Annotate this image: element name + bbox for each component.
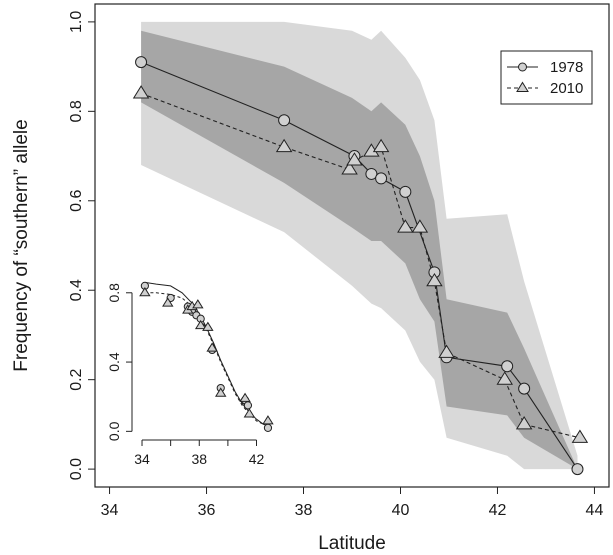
- inset-x-tick-label: 42: [249, 451, 265, 467]
- point-2010: [132, 85, 150, 99]
- series-points: [132, 56, 589, 476]
- y-tick-label: 0.2: [68, 368, 85, 390]
- legend-1978-label: 1978: [550, 59, 583, 76]
- legend-2010-marker: [516, 81, 529, 92]
- inset-point-2010: [243, 408, 256, 418]
- x-tick-label: 38: [295, 502, 313, 519]
- point-2010: [346, 152, 363, 166]
- inset-y-tick-label: 0.8: [106, 283, 122, 303]
- y-tick-label: 0.0: [68, 458, 85, 480]
- point-1978: [375, 172, 388, 185]
- x-axis-label: Latitude: [318, 533, 386, 554]
- inset-point-2010: [215, 387, 227, 397]
- inset-point-2010: [162, 297, 174, 307]
- inset-point-2010: [239, 392, 251, 402]
- x-tick-label: 44: [586, 502, 604, 519]
- legend-box: [500, 50, 593, 105]
- point-2010: [275, 138, 293, 153]
- point-1978: [365, 167, 378, 180]
- x-tick-label: 40: [392, 502, 410, 519]
- x-tick-label: 42: [489, 502, 507, 519]
- point-1978: [518, 382, 531, 395]
- inset-x-tick-label: 38: [191, 451, 207, 467]
- inset-y-tick-label: 0.0: [106, 421, 122, 441]
- y-axis-ticks: 0.0 0.2 0.4 0.6 0.8 1.0: [68, 11, 95, 480]
- inset-point-2010: [206, 342, 218, 352]
- inset-point-2010: [139, 286, 151, 297]
- plot-frame: [94, 3, 610, 488]
- point-2010: [341, 161, 358, 175]
- point-2010: [571, 429, 589, 443]
- point-2010: [426, 272, 443, 287]
- point-1978: [135, 56, 148, 69]
- inset-point-2010: [202, 321, 214, 331]
- inset-point-2010: [194, 319, 207, 330]
- point-1978: [571, 463, 584, 476]
- inset-point-2010: [192, 299, 204, 309]
- point-1978: [501, 360, 514, 373]
- y-tick-label: 0.4: [68, 279, 85, 301]
- x-axis-ticks: 34 36 38 40 42 44: [101, 487, 604, 519]
- point-2010: [438, 344, 455, 358]
- inset-axes: 34 38 42 0.0 0.4 0.8: [106, 283, 265, 467]
- inset-x-tick-label: 34: [134, 451, 150, 467]
- point-2010: [397, 219, 414, 233]
- legend-2010-label: 2010: [550, 80, 583, 97]
- y-tick-label: 0.6: [68, 190, 85, 212]
- point-2010: [496, 371, 513, 385]
- x-tick-label: 36: [198, 502, 216, 519]
- band-inner: [141, 30, 578, 470]
- inset-y-tick-label: 0.4: [106, 352, 122, 372]
- inset-chart: 34 38 42 0.0 0.4 0.8: [106, 281, 274, 467]
- y-axis-label: Frequency of “southern” allele: [11, 119, 32, 371]
- point-1978: [278, 114, 291, 127]
- confidence-bands: [141, 21, 578, 470]
- inset-points: [139, 281, 274, 432]
- y-tick-label: 0.8: [68, 100, 85, 122]
- legend: 1978 2010: [500, 50, 593, 105]
- point-2010: [515, 416, 533, 430]
- inset-point-1978: [263, 423, 273, 432]
- y-tick-label: 1.0: [68, 11, 85, 33]
- point-2010: [411, 219, 429, 233]
- inset-point-1978: [243, 401, 253, 410]
- inset-point-2010: [262, 415, 274, 425]
- legend-1978-marker: [518, 62, 527, 72]
- point-2010: [372, 138, 390, 153]
- point-1978: [399, 185, 412, 198]
- x-tick-label: 34: [101, 502, 119, 519]
